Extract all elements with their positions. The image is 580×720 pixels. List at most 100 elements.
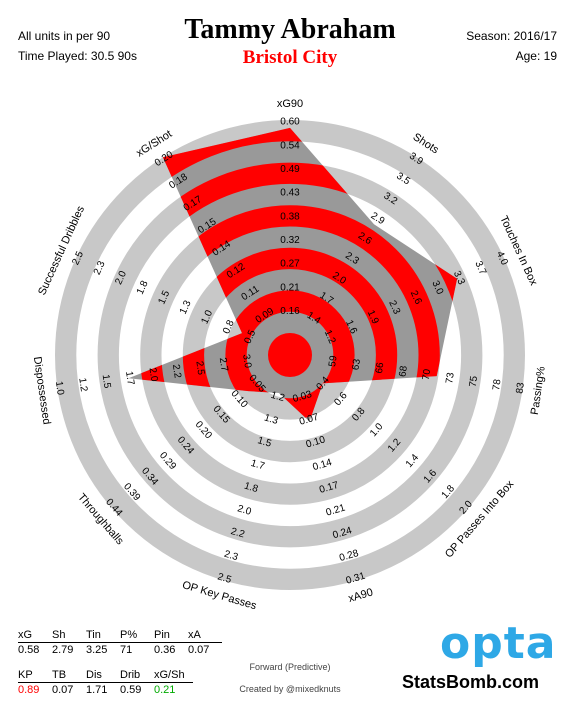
tick-label: 0.32	[280, 235, 300, 246]
tick-label: 66	[374, 361, 387, 374]
season: Season: 2016/17	[466, 29, 557, 43]
stats-table-row1: xG Sh Tin P% Pin xA 0.58 2.79 3.25 71 0.…	[18, 628, 222, 657]
stat-header: xG/Sh	[154, 668, 193, 683]
statsbomb-logo: StatsBomb.com	[402, 672, 540, 692]
tick-label: 1.7	[249, 458, 266, 473]
tick-label: 2.3	[92, 259, 108, 277]
tick-label: 1.9	[365, 309, 381, 327]
radar-center	[268, 333, 312, 377]
stat-value: 2.79	[52, 644, 74, 656]
stat-value: 1.71	[86, 684, 108, 696]
tick-label: 2.5	[193, 360, 206, 376]
tick-label: 0.03	[291, 389, 313, 405]
position-note: Forward (Predictive)	[249, 662, 331, 672]
tick-label: 2.7	[217, 357, 230, 373]
stats-table-row2: KP TB Dis Drib xG/Sh 0.89 0.07 1.71 0.59…	[18, 668, 193, 697]
tick-label: 0.10	[305, 434, 327, 450]
tick-label: 1.2	[269, 390, 286, 405]
axis-label: xA90	[347, 586, 374, 605]
stat-header: Drib	[120, 668, 154, 683]
credit-note: Created by @mixedknuts	[239, 684, 341, 694]
tick-label: 1.2	[322, 328, 338, 346]
tick-label: 4.0	[494, 250, 510, 268]
tick-label: 3.0	[240, 354, 253, 370]
tick-label: 1.3	[178, 298, 194, 316]
tick-label: 0.54	[280, 140, 300, 151]
stat-header: Pin	[154, 628, 188, 643]
time-played: Time Played: 30.5 90s	[18, 49, 137, 63]
stat-value: 0.07	[52, 684, 74, 696]
tick-label: 0.49	[280, 164, 300, 175]
tick-label: 68	[397, 365, 410, 378]
stat-header: xA	[188, 628, 222, 643]
tick-label: 1.6	[343, 319, 359, 337]
stat-value: 3.25	[86, 644, 108, 656]
stat-header: Tin	[86, 628, 120, 643]
stat-header: Dis	[86, 668, 120, 683]
tick-label: 1.0	[53, 381, 66, 397]
tick-label: 2.5	[70, 249, 86, 267]
stat-value: 0.59	[120, 684, 142, 696]
stat-value-kp: 0.89	[18, 684, 40, 696]
tick-label: 0.60	[280, 117, 300, 128]
radar-ring-highlight	[128, 127, 458, 422]
units-note: All units in per 90	[18, 29, 111, 43]
tick-label: 0.07	[298, 412, 320, 428]
tick-label: 2.3	[223, 549, 240, 564]
tick-label: 63	[350, 358, 363, 371]
tick-label: 2.0	[113, 269, 129, 287]
tick-label: 2.2	[170, 364, 183, 380]
tick-label: 1.8	[243, 481, 260, 496]
stat-header: TB	[52, 668, 86, 683]
tick-label: 0.8	[221, 318, 237, 336]
stat-header: P%	[120, 628, 154, 643]
tick-label: 0.5	[242, 328, 258, 346]
tick-label: 0.27	[280, 259, 300, 270]
tick-label: 1.2	[76, 377, 89, 393]
tick-label: 83	[514, 381, 527, 394]
tick-label: 2.0	[147, 367, 160, 383]
tick-label: 1.3	[263, 413, 280, 428]
tick-label: 70	[421, 368, 434, 381]
tick-label: 2.6	[408, 289, 424, 307]
tick-label: 1.5	[156, 289, 172, 307]
tick-label: 2.3	[386, 299, 402, 317]
stat-header: xG	[18, 628, 52, 643]
radar-ring-highlight	[128, 162, 458, 422]
stat-header: Sh	[52, 628, 86, 643]
team-name: Bristol City	[242, 47, 338, 68]
tick-label: 0.21	[280, 282, 300, 293]
tick-label: 0.17	[318, 480, 340, 496]
tick-label: 0.28	[338, 548, 360, 564]
stat-value: 71	[120, 644, 133, 656]
tick-label: 0.14	[311, 457, 333, 473]
opta-logo: opta	[440, 618, 557, 669]
tick-label: 3.3	[451, 269, 467, 287]
tick-label: 0.21	[325, 502, 347, 518]
tick-label: 2.0	[236, 503, 253, 518]
tick-label: 3.7	[472, 259, 488, 277]
tick-label: 0.31	[345, 571, 367, 587]
stat-value: 0.07	[188, 644, 210, 656]
tick-label: 1.8	[135, 279, 151, 297]
tick-label: 0.38	[280, 211, 300, 222]
stat-value: 0.58	[18, 644, 40, 656]
tick-label: 73	[444, 371, 457, 384]
radar-ring-highlight	[182, 247, 398, 422]
tick-label: 2.2	[229, 526, 246, 541]
tick-label: 59	[327, 354, 340, 367]
tick-label: 1.5	[100, 374, 113, 390]
tick-label: 0.24	[331, 525, 353, 541]
tick-label: 3.0	[429, 279, 445, 297]
stat-value: 0.36	[154, 644, 176, 656]
tick-label: 78	[491, 378, 504, 391]
tick-label: 75	[468, 375, 481, 388]
stat-header: KP	[18, 668, 52, 683]
tick-label: 1.0	[199, 308, 215, 326]
tick-label: 1.5	[256, 435, 273, 450]
tick-label: 0.43	[280, 188, 300, 199]
tick-label: 1.7	[123, 370, 136, 386]
axis-label: Passing%	[529, 365, 548, 415]
axis-label: Dispossessed	[31, 356, 53, 425]
